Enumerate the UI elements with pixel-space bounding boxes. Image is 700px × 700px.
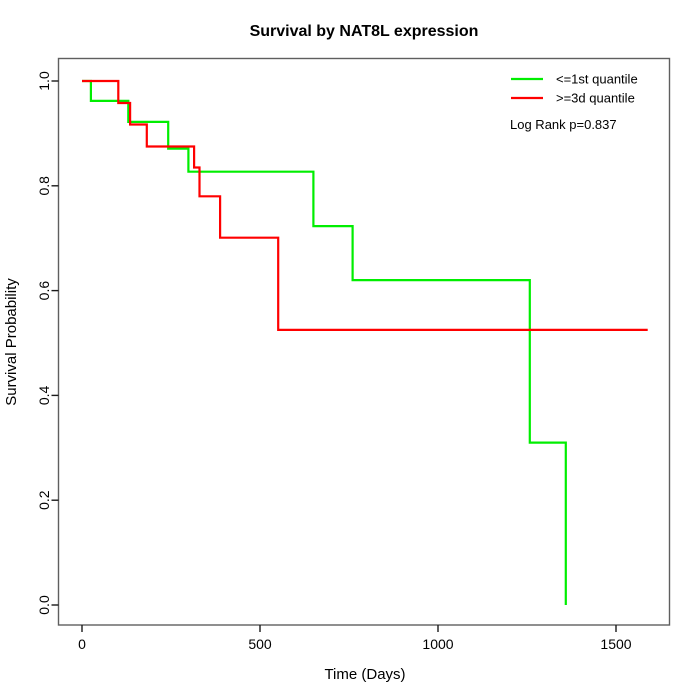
- y-tick-label: 0.2: [36, 490, 52, 510]
- y-tick-label: 1.0: [36, 71, 52, 91]
- x-tick-label: 1000: [422, 636, 453, 652]
- x-axis-ticks: 0 500 1000 1500: [78, 625, 632, 652]
- x-axis-label: Time (Days): [324, 666, 405, 683]
- x-tick-label: 1500: [600, 636, 631, 652]
- legend-label-first-quantile: <=1st quantile: [556, 72, 638, 87]
- log-rank-annotation: Log Rank p=0.837: [510, 117, 617, 132]
- plot-box: [57, 57, 671, 626]
- y-axis-ticks: 0.0 0.2 0.4 0.6 0.8 1.0: [36, 71, 59, 615]
- x-tick-label: 500: [248, 636, 272, 652]
- y-tick-label: 0.6: [36, 281, 52, 301]
- y-axis-label: Survival Probability: [3, 278, 20, 406]
- y-tick-label: 0.8: [36, 176, 52, 196]
- survival-curve-first-quantile: [82, 79, 567, 605]
- survival-curves: [82, 79, 648, 605]
- plot-title: Survival by NAT8L expression: [250, 23, 479, 40]
- y-tick-label: 0.0: [36, 595, 52, 615]
- legend-label-third-quantile: >=3d quantile: [556, 91, 635, 106]
- survival-curve-third-quantile: [82, 79, 648, 331]
- legend: <=1st quantile >=3d quantile Log Rank p=…: [510, 72, 638, 133]
- y-tick-label: 0.4: [36, 385, 52, 405]
- x-tick-label: 0: [78, 636, 86, 652]
